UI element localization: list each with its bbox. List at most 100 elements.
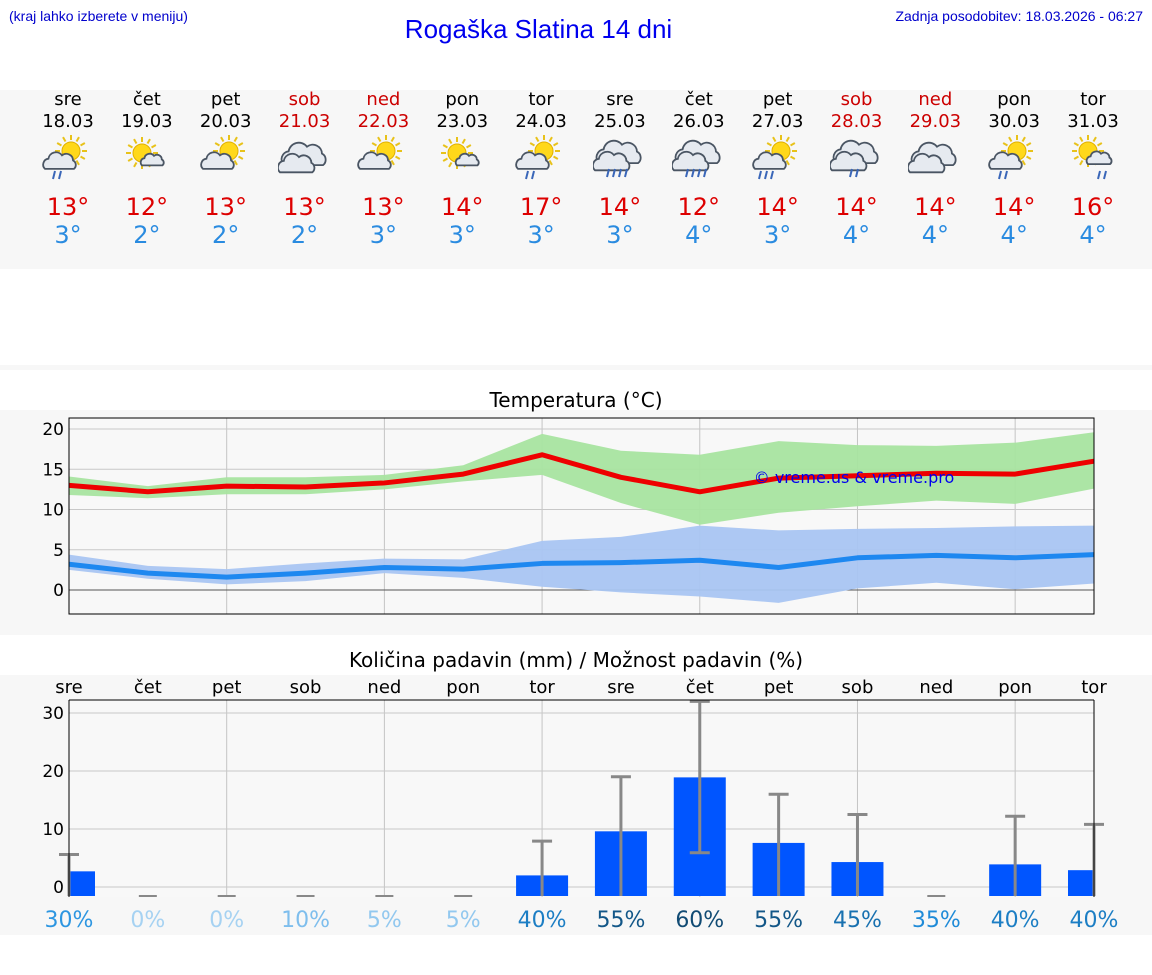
- cloud-part: [357, 151, 393, 170]
- day-date: 28.03: [830, 111, 883, 132]
- forecast-day: pet 20.03 13° 2°: [176, 89, 276, 249]
- y-tick-label: 30: [42, 704, 64, 724]
- precipitation-probability: 55%: [754, 908, 803, 933]
- rain-part: [998, 170, 1009, 180]
- category-label: pon: [446, 677, 480, 698]
- last-update-timestamp: Zadnja posodobitev: 18.03.2026 - 06:27: [895, 8, 1143, 24]
- error-bar: [1005, 814, 1026, 896]
- category-label: ned: [919, 677, 953, 698]
- day-name: sre: [54, 89, 82, 110]
- rain-part: [848, 168, 859, 178]
- precipitation-probability: 40%: [1070, 908, 1119, 933]
- precipitation-bar: [69, 871, 95, 896]
- category-label: čet: [134, 677, 162, 698]
- min-temperature: 2°: [212, 221, 240, 249]
- max-temperature: 14°: [992, 193, 1036, 221]
- precipitation-probability: 30%: [45, 908, 94, 933]
- forecast-strip: [0, 90, 1152, 269]
- cloudy-icon: [908, 141, 957, 174]
- max-temperature: 13°: [204, 193, 247, 221]
- max-temperature: 14°: [440, 193, 484, 221]
- day-date: 20.03: [199, 111, 252, 132]
- precipitation-probability: 5%: [367, 908, 402, 933]
- cloud-part: [1085, 150, 1113, 165]
- precipitation-probability: 45%: [833, 908, 882, 933]
- temperature-chart: 0 5 10 15 20 © vreme.us & vreme.pro: [42, 417, 1095, 615]
- sun-cloud-light-rain-icon: [42, 135, 87, 180]
- rain-part: [605, 168, 628, 178]
- y-tick-label: 20: [42, 762, 64, 782]
- page-title: Rogaška Slatina 14 dni: [404, 14, 673, 44]
- max-temperature-range-band: [69, 432, 1094, 525]
- category-label: tor: [1081, 677, 1107, 698]
- cloud-part: [139, 152, 165, 167]
- min-temperature: 3°: [369, 221, 398, 249]
- day-date: 24.03: [515, 111, 567, 132]
- precipitation-probability: 0%: [130, 908, 165, 933]
- cloud-part: [592, 150, 631, 172]
- rain-part: [52, 170, 62, 180]
- forecast-day: tor 31.03 16° 4°: [1043, 89, 1143, 249]
- max-temperature: 12°: [677, 193, 721, 221]
- precipitation-probability: 55%: [596, 908, 645, 933]
- category-label: čet: [686, 677, 714, 698]
- precipitation-probability: 0%: [209, 908, 244, 933]
- forecast-day: sre 18.03 13° 3°: [18, 89, 118, 249]
- day-date: 22.03: [357, 111, 410, 132]
- category-label: sre: [55, 677, 82, 698]
- category-label: sob: [842, 677, 874, 698]
- day-name: sre: [606, 89, 634, 110]
- min-temperature: 3°: [606, 221, 634, 249]
- day-date: 31.03: [1067, 111, 1119, 132]
- day-date: 21.03: [278, 111, 331, 132]
- max-temperature: 13°: [283, 193, 326, 221]
- rain-part: [525, 170, 536, 180]
- category-label: pon: [998, 677, 1032, 698]
- cloud-part: [277, 152, 315, 174]
- day-date: 25.03: [594, 111, 646, 132]
- day-date: 26.03: [673, 111, 725, 132]
- y-tick-label: 10: [42, 820, 64, 840]
- category-label: ned: [367, 677, 401, 698]
- day-date: 18.03: [42, 111, 94, 132]
- min-temperature-line: [68, 552, 1095, 580]
- min-temperature: 4°: [685, 221, 713, 249]
- day-name: sob: [840, 89, 873, 110]
- min-temperature: 2°: [290, 221, 319, 249]
- error-bar: [610, 775, 631, 896]
- y-tick-label: 20: [42, 420, 64, 440]
- forecast-day: sre 25.03 14° 3°: [570, 89, 670, 249]
- sun-cloud-rain-icon: [751, 135, 797, 180]
- category-label: pet: [212, 677, 242, 698]
- day-name: tor: [528, 89, 554, 110]
- cloud-rain-icon: [671, 139, 721, 178]
- cloud-part: [829, 150, 867, 172]
- temperature-chart-title: Temperatura (°C): [489, 388, 663, 412]
- max-temperature: 13°: [362, 193, 405, 221]
- day-date: 30.03: [988, 111, 1040, 132]
- min-temperature: 4°: [1079, 221, 1107, 249]
- y-tick-label: 0: [53, 581, 64, 601]
- cloud-part: [515, 151, 550, 170]
- max-temperature: 13°: [46, 193, 90, 221]
- cloud-part: [988, 151, 1023, 170]
- forecast-day: ned 22.03 13° 3°: [333, 89, 433, 249]
- sun-small-cloud-icon: [441, 137, 480, 169]
- day-name: ned: [366, 89, 401, 110]
- forecast-day: sob 21.03 13° 2°: [255, 89, 355, 249]
- y-tick-label: 5: [53, 541, 64, 561]
- min-temperature: 3°: [54, 221, 82, 249]
- day-name: ned: [918, 89, 953, 110]
- cloud-part: [200, 151, 235, 170]
- day-name: čet: [132, 89, 161, 110]
- separator: [0, 365, 1152, 370]
- forecast-day: ned 29.03 14° 4°: [885, 89, 985, 249]
- day-date: 23.03: [436, 111, 489, 132]
- cloudy-icon: [277, 141, 327, 174]
- day-name: sob: [288, 89, 321, 110]
- max-temperature: 16°: [1071, 193, 1115, 221]
- max-temperature: 14°: [598, 193, 642, 221]
- cloud-light-rain-icon: [829, 139, 879, 178]
- rain-part: [1097, 170, 1108, 180]
- day-name: pon: [445, 89, 480, 110]
